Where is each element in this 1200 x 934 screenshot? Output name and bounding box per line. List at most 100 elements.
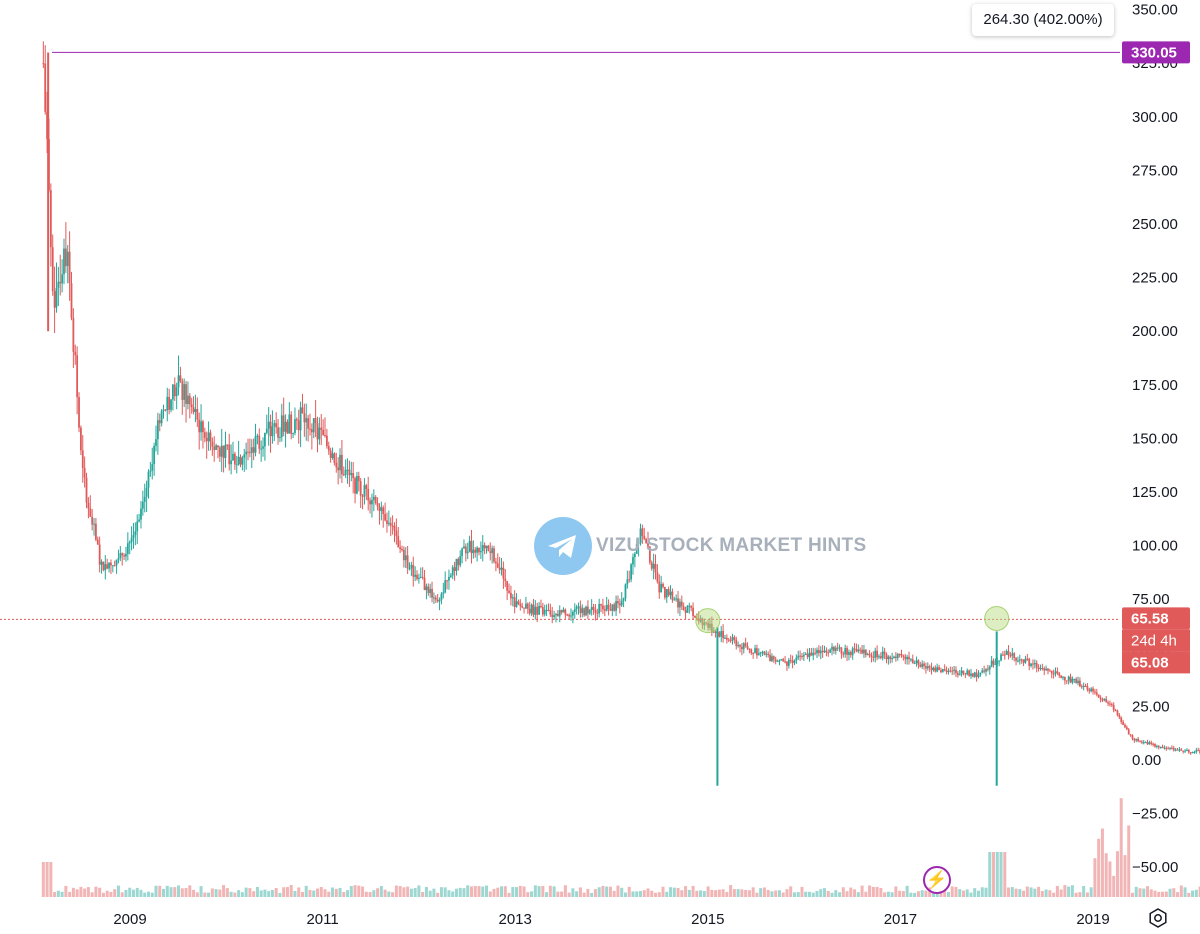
candle-body: [712, 631, 715, 633]
volume-bar: [150, 892, 154, 897]
candle-body: [179, 375, 182, 382]
candle-body: [1069, 676, 1072, 683]
candle-body: [752, 653, 755, 655]
candle-body: [603, 609, 606, 611]
candle-body: [538, 605, 540, 615]
candle-body: [844, 648, 847, 655]
volume-bar: [661, 886, 665, 897]
candle-body: [906, 656, 909, 660]
candle-body: [513, 597, 516, 607]
candle-body: [658, 581, 661, 593]
candle-body: [573, 609, 576, 612]
candle-body: [808, 652, 811, 658]
volume-bar: [669, 887, 673, 897]
candle-body: [772, 656, 775, 660]
candle-body: [1062, 676, 1064, 678]
candle-body: [49, 190, 52, 248]
volume-bar: [64, 885, 68, 897]
candle-body: [705, 622, 708, 624]
y-tick-label: 250.00: [1132, 216, 1178, 233]
volume-bar: [980, 887, 984, 897]
candle-body: [215, 445, 217, 451]
volume-bar: [1191, 890, 1195, 897]
candle-body: [504, 578, 507, 582]
settings-gear-icon[interactable]: [1148, 908, 1168, 928]
candle-body: [853, 648, 856, 650]
candle-body: [98, 544, 101, 565]
candle-body: [814, 652, 817, 654]
candle-body: [123, 555, 125, 557]
volume-bar: [503, 886, 507, 897]
candle-body: [271, 426, 274, 437]
candle-body: [301, 407, 304, 414]
candle-body: [998, 660, 1001, 662]
volume-bar: [338, 887, 342, 897]
candle-body: [615, 601, 617, 611]
candle-body: [833, 646, 835, 651]
candle-body: [61, 274, 64, 284]
candle-body: [372, 496, 375, 500]
candle-body: [876, 650, 878, 658]
candle-body: [663, 587, 666, 598]
candle-body: [1020, 659, 1023, 661]
volume-bar: [409, 888, 413, 897]
candle-body: [376, 503, 379, 507]
volume-bar: [240, 892, 244, 897]
candle-body: [506, 581, 509, 591]
candle-body: [958, 674, 961, 676]
candle-body: [737, 644, 740, 647]
y-tick-label: −50.00: [1132, 859, 1178, 876]
candle-body: [949, 670, 952, 672]
candle-body: [532, 604, 535, 615]
candle-body: [596, 612, 599, 614]
prev-close-tag: 65.08: [1131, 654, 1169, 671]
candle-body: [767, 653, 770, 655]
candle-body: [1054, 671, 1057, 674]
candle-body: [196, 409, 199, 420]
candle-body: [677, 598, 679, 608]
volume-bar: [417, 885, 421, 897]
candle-body: [374, 496, 377, 504]
volume-bar: [710, 889, 714, 897]
volume-bar: [432, 888, 436, 897]
volume-bar: [139, 889, 143, 897]
x-tick-label: 2017: [884, 911, 917, 928]
lightning-icon[interactable]: ⚡: [923, 866, 951, 894]
candle-body: [1039, 668, 1042, 670]
candle-body: [391, 525, 394, 527]
volume-bar: [83, 888, 87, 897]
volume-bar: [706, 886, 710, 897]
candle-body: [566, 614, 569, 616]
candle-body: [147, 471, 150, 488]
candle-body: [277, 427, 279, 438]
candle-body: [617, 601, 619, 604]
candle-body: [553, 615, 556, 617]
volume-bar: [304, 885, 308, 897]
candle-body: [485, 545, 488, 549]
candle-body: [1122, 721, 1124, 725]
candle-body: [831, 646, 833, 650]
volume-bar: [177, 885, 181, 897]
candle-body: [402, 549, 405, 561]
candle-body: [1129, 734, 1132, 736]
volume-bar: [192, 889, 196, 897]
candle-body: [433, 597, 435, 599]
volume-bar: [353, 885, 357, 897]
candle-body: [791, 660, 794, 663]
volume-bar: [1134, 886, 1138, 897]
volume-bar: [680, 890, 684, 897]
candle-body: [819, 650, 822, 654]
candle-body: [733, 637, 736, 640]
candle-body: [1080, 686, 1083, 688]
candle-body: [434, 597, 437, 600]
volume-bar: [1055, 885, 1059, 897]
candle-body: [887, 656, 890, 660]
candle-body: [200, 421, 202, 433]
candle-body: [1184, 750, 1186, 752]
candle-body: [63, 248, 65, 275]
candle-body: [369, 500, 371, 505]
x-tick-label: 2011: [306, 911, 338, 928]
candle-body: [754, 648, 756, 654]
candle-body: [74, 351, 77, 356]
